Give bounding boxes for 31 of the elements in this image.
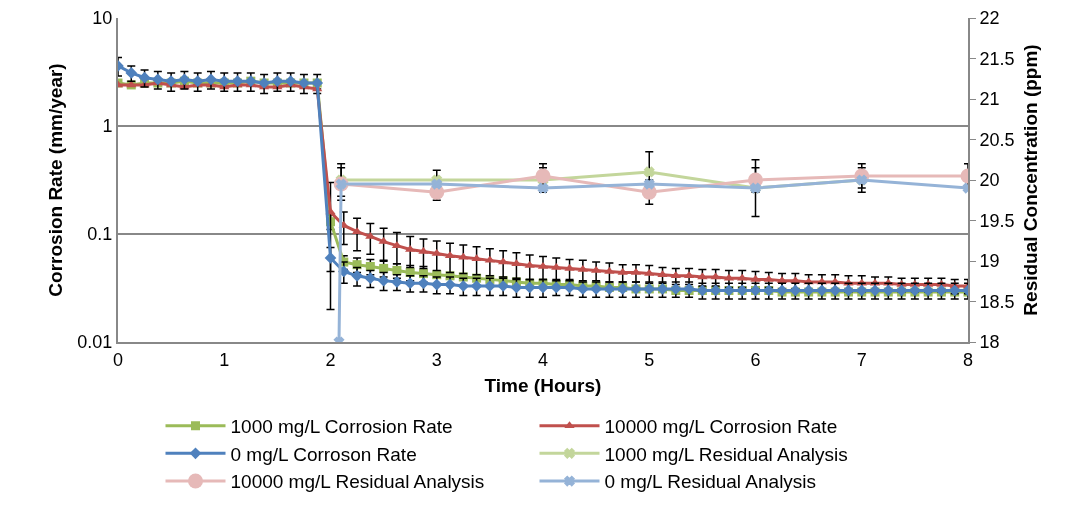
y2-tick-label: 21	[979, 89, 1000, 110]
y2-tick-label: 19.5	[979, 210, 1015, 231]
x-tick-label: 7	[856, 349, 867, 370]
x-tick-label: 3	[431, 349, 442, 370]
x-tick-label: 1	[219, 349, 230, 370]
y-tick-label: 0.1	[87, 224, 113, 245]
x-tick-label: 2	[325, 349, 336, 370]
y2-axis-title: Residual Concentration (ppm)	[1019, 44, 1041, 316]
y2-tick-label: 19	[979, 251, 1000, 272]
x-tick-label: 5	[644, 349, 655, 370]
y-tick-label: 1	[102, 116, 113, 137]
y-tick-label: 10	[92, 8, 113, 29]
y2-tick-label: 22	[979, 8, 1000, 29]
legend-label: 10000 mg/L Corrosion Rate	[604, 416, 838, 438]
legend-label: 1000 mg/L Residual Analysis	[604, 443, 848, 465]
x-tick-label: 6	[750, 349, 761, 370]
x-tick-label: 4	[537, 349, 549, 370]
y2-tick-label: 21.5	[979, 48, 1015, 69]
x-tick-label: 0	[112, 349, 124, 370]
y2-tick-label: 18.5	[979, 291, 1015, 312]
y2-tick-label: 20	[979, 170, 1000, 191]
y-tick-label: 0.01	[77, 332, 113, 353]
legend-label: 0 mg/L Residual Analysis	[604, 471, 817, 493]
legend-label: 10000 mg/L Residual Analysis	[230, 471, 485, 493]
legend-label: 0 mg/L Corroson Rate	[230, 443, 417, 465]
x-tick-label: 8	[962, 349, 974, 370]
y-axis-title: Corrosion Rate (mm/year)	[44, 63, 66, 297]
legend-label: 1000 mg/L Corrosion Rate	[230, 416, 453, 438]
x-axis-title: Time (Hours)	[484, 374, 602, 396]
y2-tick-label: 20.5	[979, 129, 1015, 150]
y2-tick-label: 18	[979, 332, 1000, 353]
